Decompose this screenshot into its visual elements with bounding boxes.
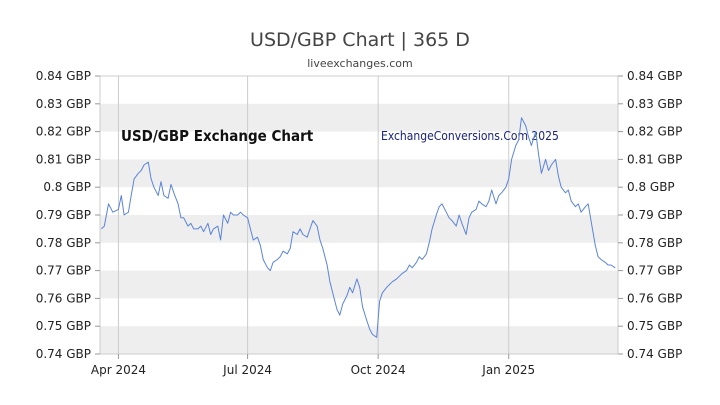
y-tick-label-right: 0.81 GBP — [627, 152, 682, 166]
y-tick-label-left: 0.79 GBP — [36, 208, 91, 222]
chart-title: USD/GBP Chart | 365 D — [250, 29, 470, 51]
y-tick-label-right: 0.79 GBP — [627, 208, 682, 222]
y-tick-label-right: 0.75 GBP — [627, 319, 682, 333]
plot-band — [100, 215, 618, 243]
y-tick-label-right: 0.77 GBP — [627, 264, 682, 278]
y-tick-label-left: 0.83 GBP — [36, 97, 91, 111]
y-tick-label-right: 0.82 GBP — [627, 125, 682, 139]
x-tick-label: Jul 2024 — [222, 363, 272, 377]
plot-gridlines — [117, 76, 510, 354]
chart-subtitle: liveexchanges.com — [307, 57, 412, 70]
watermark-left: USD/GBP Exchange Chart — [121, 127, 314, 145]
y-tick-label-left: 0.84 GBP — [36, 69, 91, 83]
y-axis-left: 0.74 GBP 0.75 GBP 0.76 GBP 0.77 GBP 0.78 GBP… — [36, 69, 100, 361]
y-tick-label-right: 0.8 GBP — [627, 180, 675, 194]
y-tick-label-right: 0.76 GBP — [627, 291, 682, 305]
y-tick-label-left: 0.82 GBP — [36, 125, 91, 139]
y-tick-label-left: 0.75 GBP — [36, 319, 91, 333]
usd-gbp-series-line — [101, 117, 616, 338]
y-tick-label-left: 0.74 GBP — [36, 347, 91, 361]
y-tick-label-left: 0.76 GBP — [36, 291, 91, 305]
x-axis: Apr 2024 Jul 2024 Oct 2024 Jan 2025 — [91, 354, 535, 377]
y-tick-label-right: 0.83 GBP — [627, 97, 682, 111]
y-tick-label-left: 0.78 GBP — [36, 236, 91, 250]
plot-band — [100, 326, 618, 354]
plot-band — [100, 159, 618, 188]
y-tick-label-right: 0.74 GBP — [627, 347, 682, 361]
y-tick-label-left: 0.81 GBP — [36, 152, 91, 166]
y-tick-label-right: 0.78 GBP — [627, 236, 682, 250]
x-tick-label: Jan 2025 — [481, 363, 535, 377]
y-tick-label-left: 0.77 GBP — [36, 264, 91, 278]
y-tick-label-left: 0.8 GBP — [43, 180, 91, 194]
watermark-right: ExchangeConversions.Com 2025 — [381, 129, 559, 143]
y-axis-right: 0.74 GBP 0.75 GBP 0.76 GBP 0.77 GBP 0.78 GBP… — [618, 69, 682, 361]
plot-band — [100, 103, 618, 132]
x-tick-label: Oct 2024 — [351, 363, 406, 377]
y-tick-label-right: 0.84 GBP — [627, 69, 682, 83]
x-tick-label: Apr 2024 — [91, 363, 146, 377]
